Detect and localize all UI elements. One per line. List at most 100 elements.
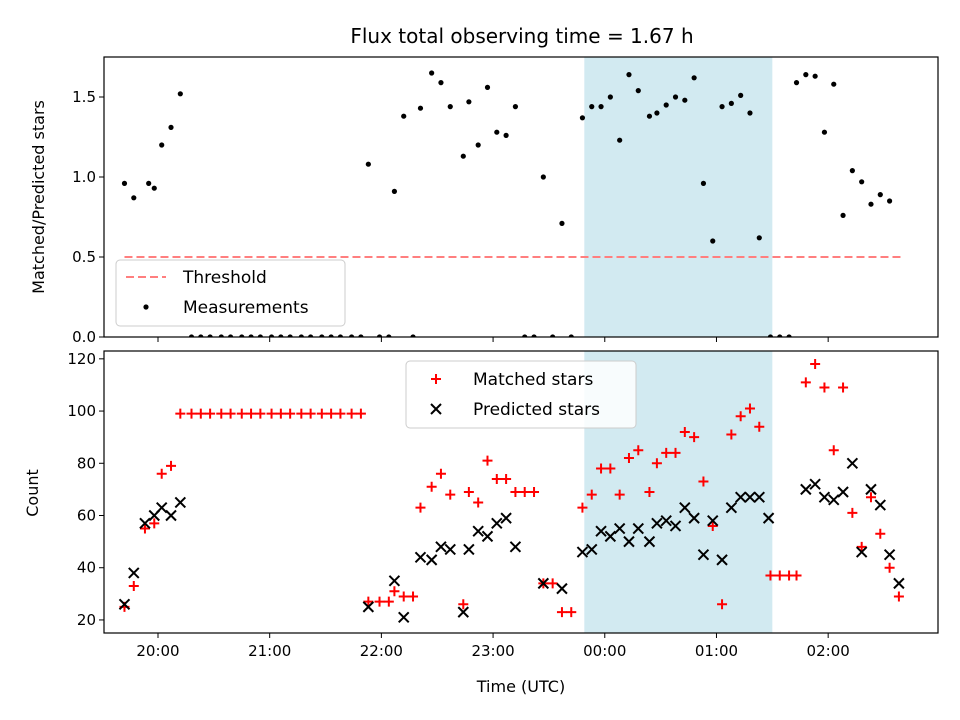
measurement-point	[207, 334, 213, 337]
matched-stars-legend-swatch	[431, 374, 441, 384]
ratio-y-tick-label: 0.0	[72, 328, 96, 346]
matched-stars-point	[605, 463, 616, 474]
count-y-tick-label: 80	[77, 454, 96, 472]
matched-stars-point	[149, 518, 160, 529]
matched-stars-point	[225, 408, 236, 419]
x-tick-label: 00:00	[583, 642, 626, 660]
measurement-point	[401, 113, 407, 119]
predicted-stars-point	[500, 512, 512, 524]
predicted-stars-point	[613, 522, 626, 535]
predicted-stars-point	[762, 512, 775, 524]
measurement-point	[840, 212, 846, 218]
matched-stars-point	[128, 581, 139, 591]
ratio-y-tick-label: 1.0	[72, 168, 96, 186]
matched-stars-point	[529, 487, 540, 497]
matched-stars-point	[335, 408, 346, 419]
matched-stars-point	[847, 507, 858, 518]
matched-stars-point	[651, 458, 662, 469]
matched-stars-point	[316, 408, 327, 419]
predicted-stars-point	[753, 491, 765, 503]
predicted-stars-point	[444, 543, 456, 556]
predicted-stars-point	[362, 601, 375, 613]
matched-stars-point	[754, 421, 765, 432]
matched-stars-point	[501, 473, 512, 484]
predicted-stars-point	[595, 525, 607, 537]
matched-stars-point	[473, 497, 484, 508]
measurement-point	[777, 334, 783, 337]
matched-stars-point	[623, 453, 634, 464]
count-legend: Matched stars Predicted stars	[405, 360, 637, 429]
measurement-point	[121, 180, 128, 186]
predicted-stars-point	[576, 546, 589, 558]
measurement-point	[319, 334, 325, 337]
matched-stars-point	[510, 487, 521, 497]
matched-stars-point	[491, 473, 502, 484]
matched-stars-point	[482, 455, 493, 466]
matched-stars-point	[195, 408, 206, 419]
measurement-point	[786, 334, 792, 337]
ratio-y-tick-label: 0.5	[72, 248, 96, 266]
matched-stars-point	[791, 570, 802, 581]
measurements-legend-label: Measurements	[183, 298, 309, 318]
x-tick-label: 22:00	[360, 642, 403, 660]
matched-stars-point	[255, 408, 266, 419]
predicted-stars-point	[893, 577, 905, 590]
matched-stars-point	[355, 408, 366, 419]
matched-stars-point	[893, 591, 904, 602]
measurement-point	[682, 97, 688, 103]
matched-stars-point	[408, 591, 419, 602]
measurement-point	[337, 334, 344, 337]
measurement-point	[719, 104, 725, 110]
matched-stars-point	[717, 599, 728, 610]
ratio-panel: 0.0 0.5 1.0 1.5 Threshold Measurements	[72, 56, 939, 346]
matched-stars-point	[744, 403, 755, 414]
predicted-stars-point	[846, 457, 859, 469]
predicted-stars-point	[660, 515, 672, 527]
measurement-point	[550, 334, 556, 337]
predicted-stars-point	[809, 478, 821, 490]
measurement-point	[494, 129, 500, 135]
count-legend-box	[405, 360, 637, 429]
measurement-point	[438, 80, 444, 86]
predicted-stars-point	[800, 483, 812, 496]
predicted-stars-point	[604, 530, 617, 543]
matched-stars-point	[266, 408, 277, 419]
matched-stars-point	[828, 445, 839, 456]
count-panel: 20 40 60 80 100 120 20:00 21:00 22:00 23:00 00:00 0…	[67, 350, 939, 660]
x-tick-label: 21:00	[248, 642, 291, 660]
predicted-stars-point	[651, 517, 663, 530]
count-y-tick-label: 40	[77, 559, 96, 577]
measurement-point	[227, 334, 234, 337]
measurement-point	[886, 198, 893, 204]
matched-stars-point	[633, 445, 644, 456]
measurement-point	[589, 104, 595, 110]
measurement-point	[503, 132, 509, 138]
count-y-tick-label: 120	[67, 350, 96, 368]
measurement-point	[429, 70, 435, 76]
matched-stars-point	[346, 408, 357, 419]
measurement-point	[793, 80, 800, 86]
predicted-stars-point	[481, 530, 494, 543]
predicted-stars-point	[165, 509, 177, 522]
measurement-point	[691, 75, 697, 81]
predicted-stars-point	[556, 582, 568, 595]
matched-stars-point	[305, 408, 316, 419]
measurement-point	[710, 238, 716, 244]
measurement-point	[626, 72, 632, 78]
measurement-point	[531, 334, 537, 337]
predicted-stars-point	[139, 517, 151, 530]
predicted-stars-point	[883, 548, 896, 561]
measurement-point	[831, 81, 837, 87]
matched-stars-point	[726, 429, 737, 440]
measurement-point	[607, 94, 613, 100]
matched-stars-point	[389, 586, 400, 597]
matched-stars-point	[166, 460, 177, 471]
predicted-stars-point	[623, 535, 635, 548]
measurement-point	[747, 110, 753, 116]
x-tick-label: 02:00	[807, 642, 850, 660]
predicted-stars-point	[828, 494, 840, 506]
ratio-axes-frame	[103, 56, 939, 338]
measurement-point	[328, 334, 334, 337]
matched-stars-point	[426, 481, 437, 492]
x-axis-label: Time (UTC)	[476, 677, 565, 696]
